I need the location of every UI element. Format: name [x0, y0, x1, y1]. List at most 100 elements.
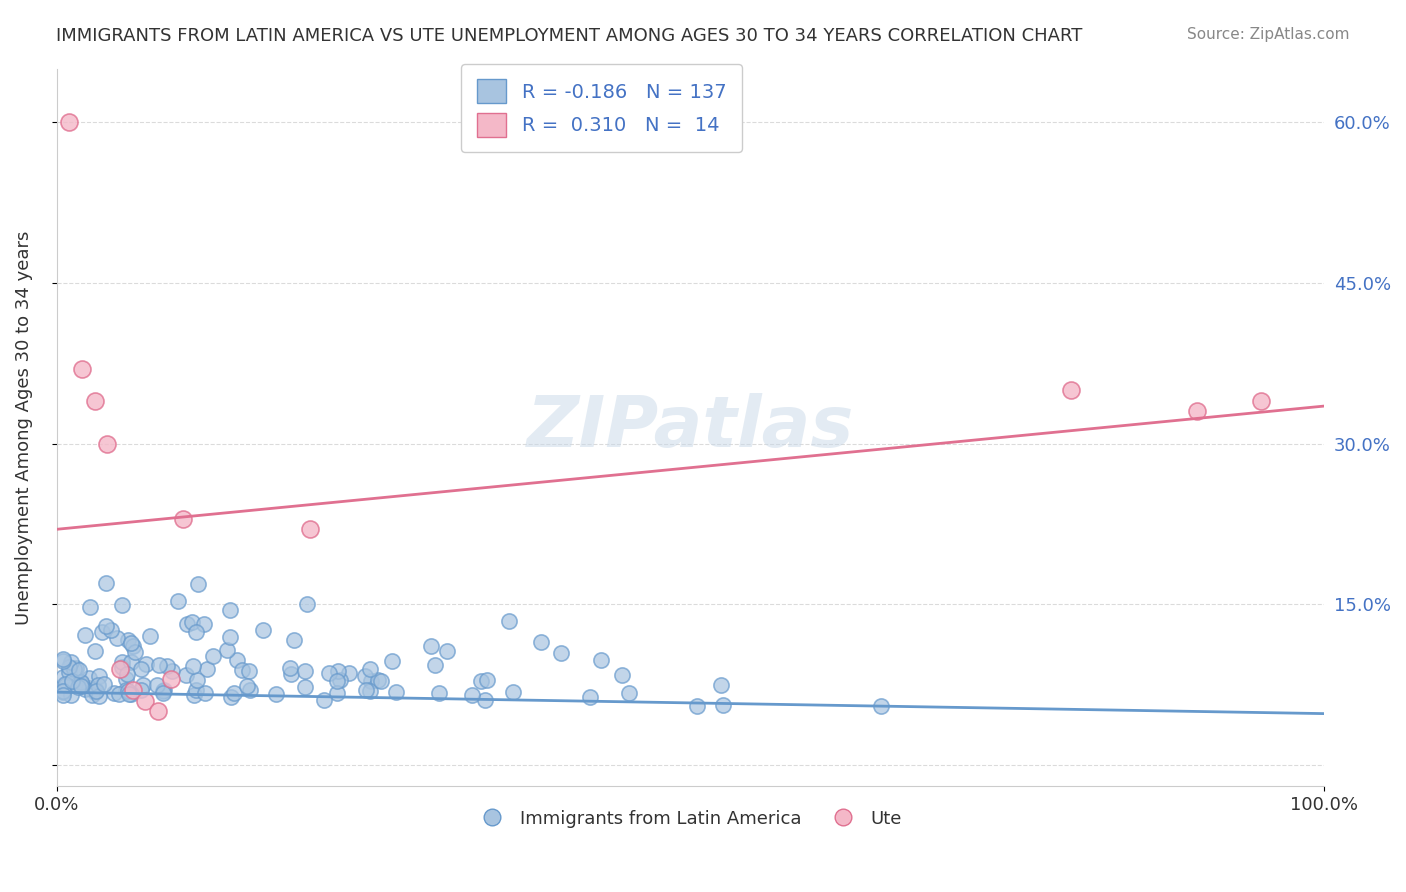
Point	[381, 653, 404, 667]
Point	[236, 679, 259, 693]
Point	[460, 688, 482, 702]
Point	[193, 617, 215, 632]
Point	[139, 629, 162, 643]
Point	[122, 639, 145, 653]
Point	[181, 658, 204, 673]
Point	[610, 667, 633, 681]
Point	[280, 667, 302, 681]
Point	[63, 662, 86, 676]
Point	[217, 643, 239, 657]
Point	[385, 685, 408, 699]
Point	[55, 677, 77, 691]
Point	[475, 673, 498, 687]
Point	[70, 680, 93, 694]
Point	[153, 682, 176, 697]
Point	[326, 674, 349, 689]
Point	[93, 677, 115, 691]
Point	[318, 666, 340, 681]
Point	[103, 686, 125, 700]
Point	[146, 705, 169, 719]
Point	[58, 115, 80, 129]
Point	[367, 673, 389, 687]
Point	[84, 685, 107, 699]
Point	[111, 659, 134, 673]
Point	[498, 614, 520, 628]
Point	[474, 693, 496, 707]
Point	[70, 361, 93, 376]
Point	[52, 654, 75, 668]
Point	[180, 615, 202, 629]
Text: IMMIGRANTS FROM LATIN AMERICA VS UTE UNEMPLOYMENT AMONG AGES 30 TO 34 YEARS CORR: IMMIGRANTS FROM LATIN AMERICA VS UTE UNE…	[56, 27, 1083, 45]
Point	[120, 635, 142, 649]
Point	[337, 666, 360, 681]
Point	[84, 643, 107, 657]
Point	[117, 684, 139, 698]
Point	[1187, 404, 1209, 418]
Point	[353, 668, 375, 682]
Point	[238, 664, 260, 678]
Point	[69, 678, 91, 692]
Text: Source: ZipAtlas.com: Source: ZipAtlas.com	[1187, 27, 1350, 42]
Point	[129, 662, 152, 676]
Point	[87, 689, 110, 703]
Point	[711, 698, 734, 713]
Point	[1250, 393, 1272, 408]
Point	[314, 692, 336, 706]
Point	[65, 661, 87, 675]
Point	[172, 511, 194, 525]
Point	[117, 667, 139, 681]
Point	[148, 657, 170, 672]
Point	[146, 678, 169, 692]
Point	[75, 627, 97, 641]
Point	[87, 678, 110, 692]
Point	[326, 686, 349, 700]
Point	[264, 687, 287, 701]
Point	[294, 665, 316, 679]
Point	[60, 689, 83, 703]
Point	[77, 671, 100, 685]
Point	[100, 624, 122, 638]
Point	[58, 665, 80, 679]
Point	[96, 436, 118, 450]
Point	[167, 593, 190, 607]
Point	[360, 674, 382, 689]
Point	[239, 683, 262, 698]
Point	[436, 644, 458, 658]
Point	[225, 653, 247, 667]
Point	[359, 662, 381, 676]
Point	[124, 645, 146, 659]
Point	[91, 625, 114, 640]
Point	[52, 652, 75, 666]
Point	[278, 661, 301, 675]
Point	[70, 675, 93, 690]
Point	[94, 618, 117, 632]
Point	[156, 658, 179, 673]
Point	[58, 660, 80, 674]
Point	[283, 632, 305, 647]
Point	[152, 686, 174, 700]
Point	[55, 678, 77, 692]
Point	[135, 657, 157, 672]
Point	[869, 699, 891, 714]
Point	[114, 672, 136, 686]
Point	[1059, 383, 1081, 397]
Y-axis label: Unemployment Among Ages 30 to 34 years: Unemployment Among Ages 30 to 34 years	[15, 230, 32, 624]
Point	[87, 668, 110, 682]
Point	[69, 675, 91, 690]
Point	[60, 673, 83, 688]
Point	[710, 678, 733, 692]
Point	[202, 648, 225, 663]
Point	[187, 577, 209, 591]
Point	[686, 698, 709, 713]
Point	[83, 393, 105, 408]
Point	[82, 688, 104, 702]
Point	[114, 682, 136, 697]
Point	[83, 681, 105, 696]
Point	[111, 655, 134, 669]
Point	[56, 679, 79, 693]
Point	[617, 686, 640, 700]
Point	[295, 597, 318, 611]
Point	[120, 655, 142, 669]
Point	[117, 633, 139, 648]
Point	[420, 639, 443, 653]
